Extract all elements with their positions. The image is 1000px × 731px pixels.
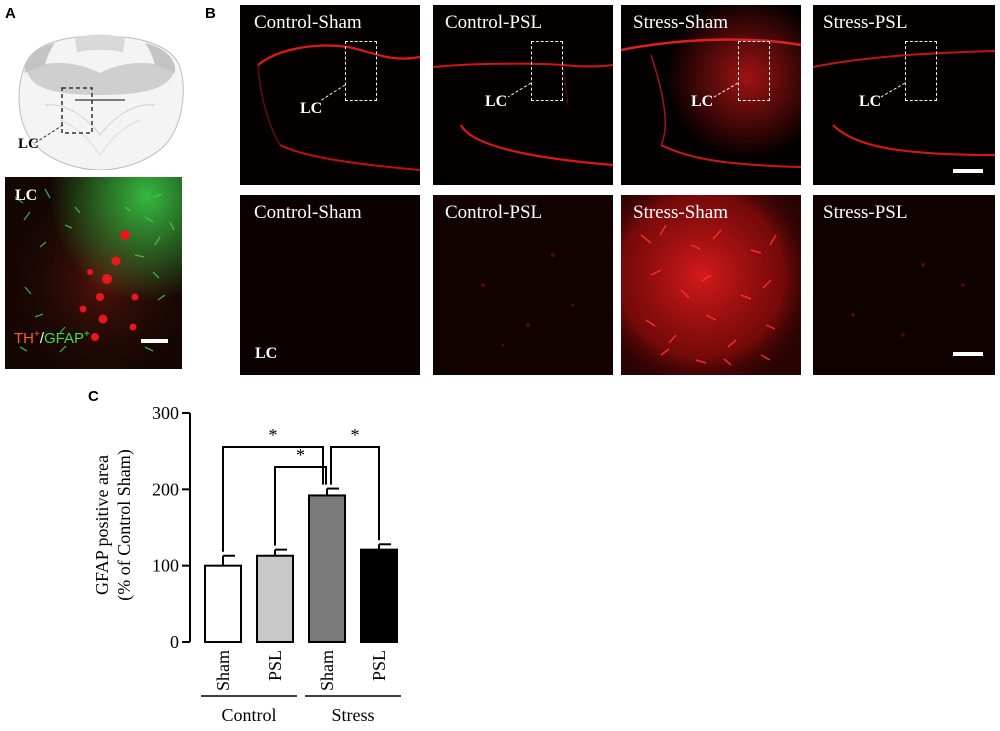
x-tick-label: Sham <box>317 650 337 691</box>
tile-title: Stress-Sham <box>633 12 728 33</box>
significance-star: * <box>296 445 305 465</box>
tile-title: Control-Sham <box>254 12 362 33</box>
x-tick-label: PSL <box>265 650 285 681</box>
tile-top-stress-sham: Stress-Sham LC <box>621 5 801 185</box>
tile-title: Stress-Sham <box>633 202 728 223</box>
lc-label: LC <box>691 93 714 110</box>
stain-gfap-sup: + <box>84 329 90 340</box>
roi-box <box>738 41 770 101</box>
panel-label-b: B <box>205 5 216 22</box>
tile-top-control-psl: Control-PSL LC <box>433 5 613 185</box>
lc-label: LC <box>859 93 882 110</box>
tile-title: Stress-PSL <box>823 202 908 223</box>
stain-sep: / <box>39 330 45 347</box>
scale-bar <box>953 169 983 173</box>
gfap-bar-chart: 0 100 200 300 GFAP positive area (% of Contro… <box>92 403 401 725</box>
scale-bar <box>953 352 983 356</box>
lc-label: LC <box>300 100 323 117</box>
roi-box <box>345 41 377 101</box>
y-axis-label-2: (% of Control Sham) <box>114 449 135 600</box>
schematic-lc-label: LC <box>18 136 39 152</box>
tile-bottom-control-sham: Control-Sham LC <box>240 195 420 375</box>
bar <box>204 564 242 644</box>
tile-bottom-stress-psl: Stress-PSL <box>813 195 995 375</box>
tile-title: Control-PSL <box>445 12 543 33</box>
stain-th: TH <box>14 330 34 347</box>
significance-star: * <box>269 425 278 445</box>
group-label: Stress <box>331 705 374 725</box>
tile-title: Control-Sham <box>254 202 362 223</box>
y-axis-label: GFAP positive area <box>92 455 112 595</box>
tile-top-control-sham: Control-Sham LC <box>240 5 420 185</box>
roi-box <box>905 41 937 101</box>
lc-label: LC <box>255 345 278 362</box>
significance-star: * <box>351 425 360 445</box>
y-tick-label: 300 <box>152 403 179 423</box>
significance-bracket <box>274 466 327 546</box>
roi-box <box>531 41 563 101</box>
image-lc-label: LC <box>15 187 38 204</box>
x-tick-label: Sham <box>213 650 233 691</box>
bar <box>308 494 346 643</box>
panel-label-a: A <box>5 5 16 22</box>
bar <box>256 554 294 643</box>
panel-label-c: C <box>88 388 99 405</box>
bar <box>360 548 398 644</box>
y-tick-label: 0 <box>170 632 179 652</box>
stain-legend: TH+/GFAP+ <box>14 329 90 347</box>
tile-title: Stress-PSL <box>823 12 908 33</box>
group-label: Control <box>221 705 276 725</box>
lc-label: LC <box>485 93 508 110</box>
tile-bottom-stress-sham: Stress-Sham <box>621 195 801 375</box>
stain-gfap: GFAP <box>44 330 85 347</box>
tile-top-stress-psl: Stress-PSL LC <box>813 5 995 185</box>
lc-double-stain-image: LC TH+/GFAP+ <box>5 177 182 369</box>
significance-bracket <box>330 446 380 541</box>
tile-title: Control-PSL <box>445 202 543 223</box>
significance-bracket <box>222 446 324 552</box>
scale-bar <box>141 339 168 343</box>
stain-th-sup: + <box>34 329 40 340</box>
x-tick-label: PSL <box>369 650 389 681</box>
y-tick-label: 200 <box>152 479 179 499</box>
brain-section-schematic <box>18 34 184 170</box>
tile-bottom-control-psl: Control-PSL <box>433 195 613 375</box>
y-tick-label: 100 <box>152 556 179 576</box>
